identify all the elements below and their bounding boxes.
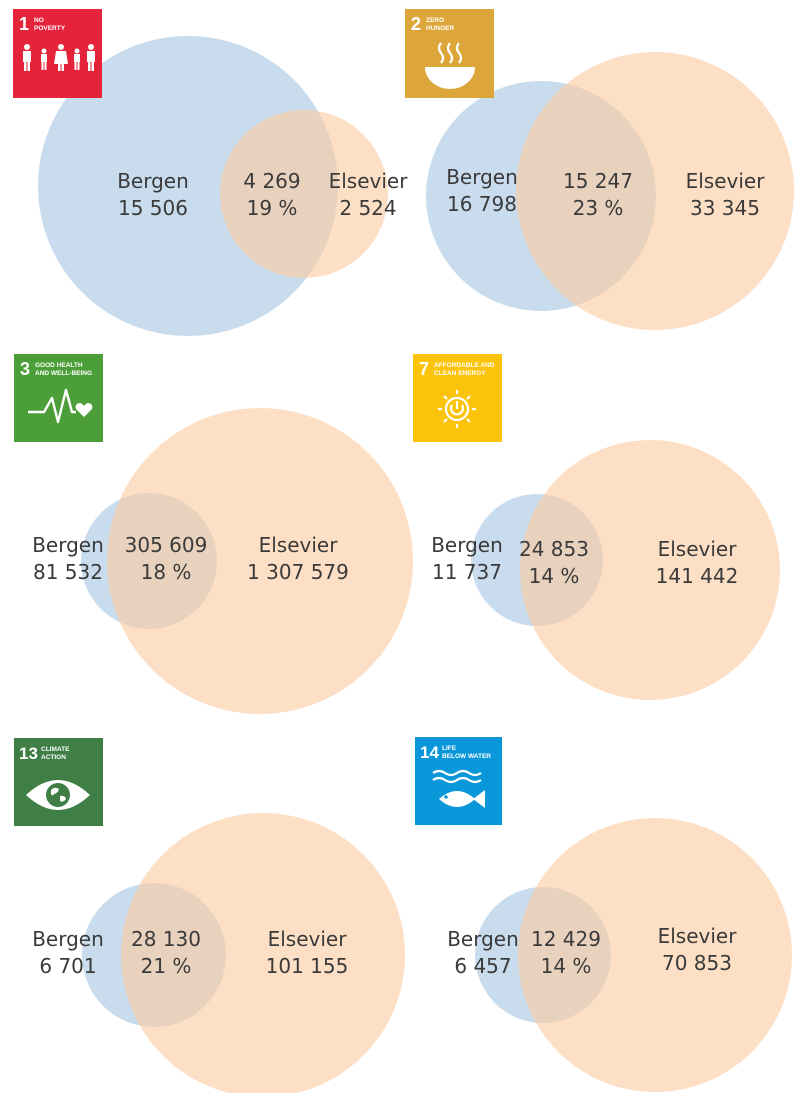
goal-title-line: NO — [34, 17, 44, 24]
elsevier-circle — [220, 110, 388, 278]
elsevier-value: 33 345 — [690, 196, 760, 220]
elsevier-label: Elsevier — [658, 537, 738, 561]
elsevier-circle — [518, 818, 792, 1092]
elsevier-label: Elsevier — [259, 533, 339, 557]
venn-labels: Bergen 15 506 4 269 19 % Elsevier 2 524 … — [32, 165, 765, 978]
goal-number: 3 — [20, 359, 30, 379]
sdg-goal-badge: 3 GOOD HEALTH AND WELL-BEING — [14, 354, 103, 442]
heartbeat-icon — [28, 388, 93, 424]
overlap-percent: 21 % — [141, 954, 192, 978]
elsevier-value: 1 307 579 — [247, 560, 349, 584]
earth-eye-icon — [26, 780, 90, 810]
bergen-label: Bergen — [32, 927, 104, 951]
bergen-value: 16 798 — [447, 192, 517, 216]
elsevier-label: Elsevier — [658, 924, 738, 948]
overlap-value: 15 247 — [563, 169, 633, 193]
overlap-value: 305 609 — [125, 533, 208, 557]
overlap-value: 12 429 — [531, 927, 601, 951]
fish-waves-icon — [432, 769, 485, 808]
bowl-icon — [425, 42, 475, 89]
goal-number: 14 — [420, 743, 439, 762]
elsevier-circle — [520, 440, 780, 700]
elsevier-value: 2 524 — [339, 196, 396, 220]
overlap-percent: 23 % — [573, 196, 624, 220]
bergen-value: 11 737 — [432, 560, 502, 584]
goal-title-line: POVERTY — [34, 25, 66, 32]
goal-title-line: ZERO — [426, 17, 444, 24]
elsevier-value: 141 442 — [656, 564, 739, 588]
sdg-goal-badge: 7 AFFORDABLE AND CLEAN ENERGY — [413, 354, 502, 442]
overlap-percent: 19 % — [247, 196, 298, 220]
bergen-label: Bergen — [431, 533, 503, 557]
overlap-percent: 14 % — [541, 954, 592, 978]
bergen-label: Bergen — [117, 169, 189, 193]
goal-title-line: ACTION — [41, 754, 66, 761]
bergen-label: Bergen — [32, 533, 104, 557]
overlap-value: 4 269 — [243, 169, 300, 193]
family-icon — [23, 44, 95, 71]
goal-number: 7 — [419, 359, 429, 379]
overlap-percent: 18 % — [141, 560, 192, 584]
circles-layer — [38, 36, 794, 1093]
bergen-label: Bergen — [446, 165, 518, 189]
elsevier-circle — [121, 813, 405, 1093]
goal-number: 1 — [19, 14, 29, 34]
goal-number: 13 — [19, 744, 38, 763]
goal-title-line: AND WELL-BEING — [35, 370, 92, 377]
overlap-value: 28 130 — [131, 927, 201, 951]
goal-title-line: CLEAN ENERGY — [434, 370, 486, 377]
bergen-label: Bergen — [447, 927, 519, 951]
goal-title-line: GOOD HEALTH — [35, 362, 83, 369]
elsevier-circle — [107, 408, 413, 714]
goal-title-line: LIFE — [442, 745, 457, 752]
elsevier-label: Elsevier — [686, 169, 766, 193]
overlap-value: 24 853 — [519, 537, 589, 561]
goal-number: 2 — [411, 14, 421, 34]
overlap-percent: 14 % — [529, 564, 580, 588]
goal-title-line: BELOW WATER — [442, 753, 491, 760]
sdg-goal-badge: 14 LIFE BELOW WATER — [415, 737, 502, 825]
bergen-value: 81 532 — [33, 560, 103, 584]
goal-title-line: CLIMATE — [41, 746, 70, 753]
elsevier-value: 70 853 — [662, 951, 732, 975]
bergen-value: 6 457 — [454, 954, 511, 978]
elsevier-label: Elsevier — [268, 927, 348, 951]
goal-title-line: HUNGER — [426, 25, 454, 32]
sdg-goal-badge: 1 NO POVERTY — [13, 9, 102, 98]
sdg-goal-badge: 13 CLIMATE ACTION — [14, 738, 103, 826]
sun-power-icon — [438, 390, 476, 428]
elsevier-label: Elsevier — [329, 169, 409, 193]
goal-title-line: AFFORDABLE AND — [434, 362, 495, 369]
bergen-value: 15 506 — [118, 196, 188, 220]
sdg-goal-badge: 2 ZERO HUNGER — [405, 9, 494, 98]
elsevier-circle — [516, 52, 794, 330]
elsevier-value: 101 155 — [266, 954, 349, 978]
bergen-value: 6 701 — [39, 954, 96, 978]
